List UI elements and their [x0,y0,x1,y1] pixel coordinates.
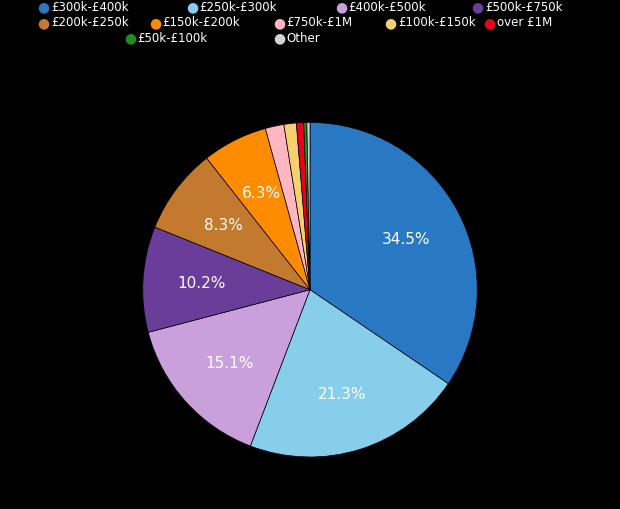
Text: Other: Other [286,32,320,45]
Text: over £1M: over £1M [497,16,552,30]
Wedge shape [310,123,477,384]
Text: £200k-£250k: £200k-£250k [51,16,128,30]
Text: 34.5%: 34.5% [382,232,430,247]
Text: £50k-£100k: £50k-£100k [138,32,208,45]
Text: £500k-£750k: £500k-£750k [485,1,562,14]
Text: £750k-£1M: £750k-£1M [286,16,353,30]
Text: 10.2%: 10.2% [177,276,226,291]
Text: £150k-£200k: £150k-£200k [162,16,240,30]
Text: 6.3%: 6.3% [241,186,280,201]
Wedge shape [265,125,310,290]
Wedge shape [304,123,310,290]
Text: ●: ● [484,16,496,30]
Text: ●: ● [37,16,50,30]
Wedge shape [206,129,310,290]
Wedge shape [250,290,448,457]
Wedge shape [143,228,310,333]
Text: £300k-£400k: £300k-£400k [51,1,128,14]
Wedge shape [296,123,310,290]
Text: 8.3%: 8.3% [203,217,242,233]
Text: £250k-£300k: £250k-£300k [200,1,277,14]
Text: £400k-£500k: £400k-£500k [348,1,426,14]
Text: ●: ● [149,16,161,30]
Text: £100k-£150k: £100k-£150k [398,16,476,30]
Wedge shape [284,124,310,290]
Text: ●: ● [335,1,347,15]
Text: ●: ● [37,1,50,15]
Text: ●: ● [273,16,285,30]
Text: 15.1%: 15.1% [205,355,254,370]
Text: ●: ● [471,1,484,15]
Text: ●: ● [384,16,397,30]
Text: ●: ● [186,1,198,15]
Wedge shape [307,123,310,290]
Wedge shape [148,290,310,446]
Text: ●: ● [273,31,285,45]
Text: 21.3%: 21.3% [319,386,367,401]
Wedge shape [155,159,310,290]
Text: ●: ● [124,31,136,45]
